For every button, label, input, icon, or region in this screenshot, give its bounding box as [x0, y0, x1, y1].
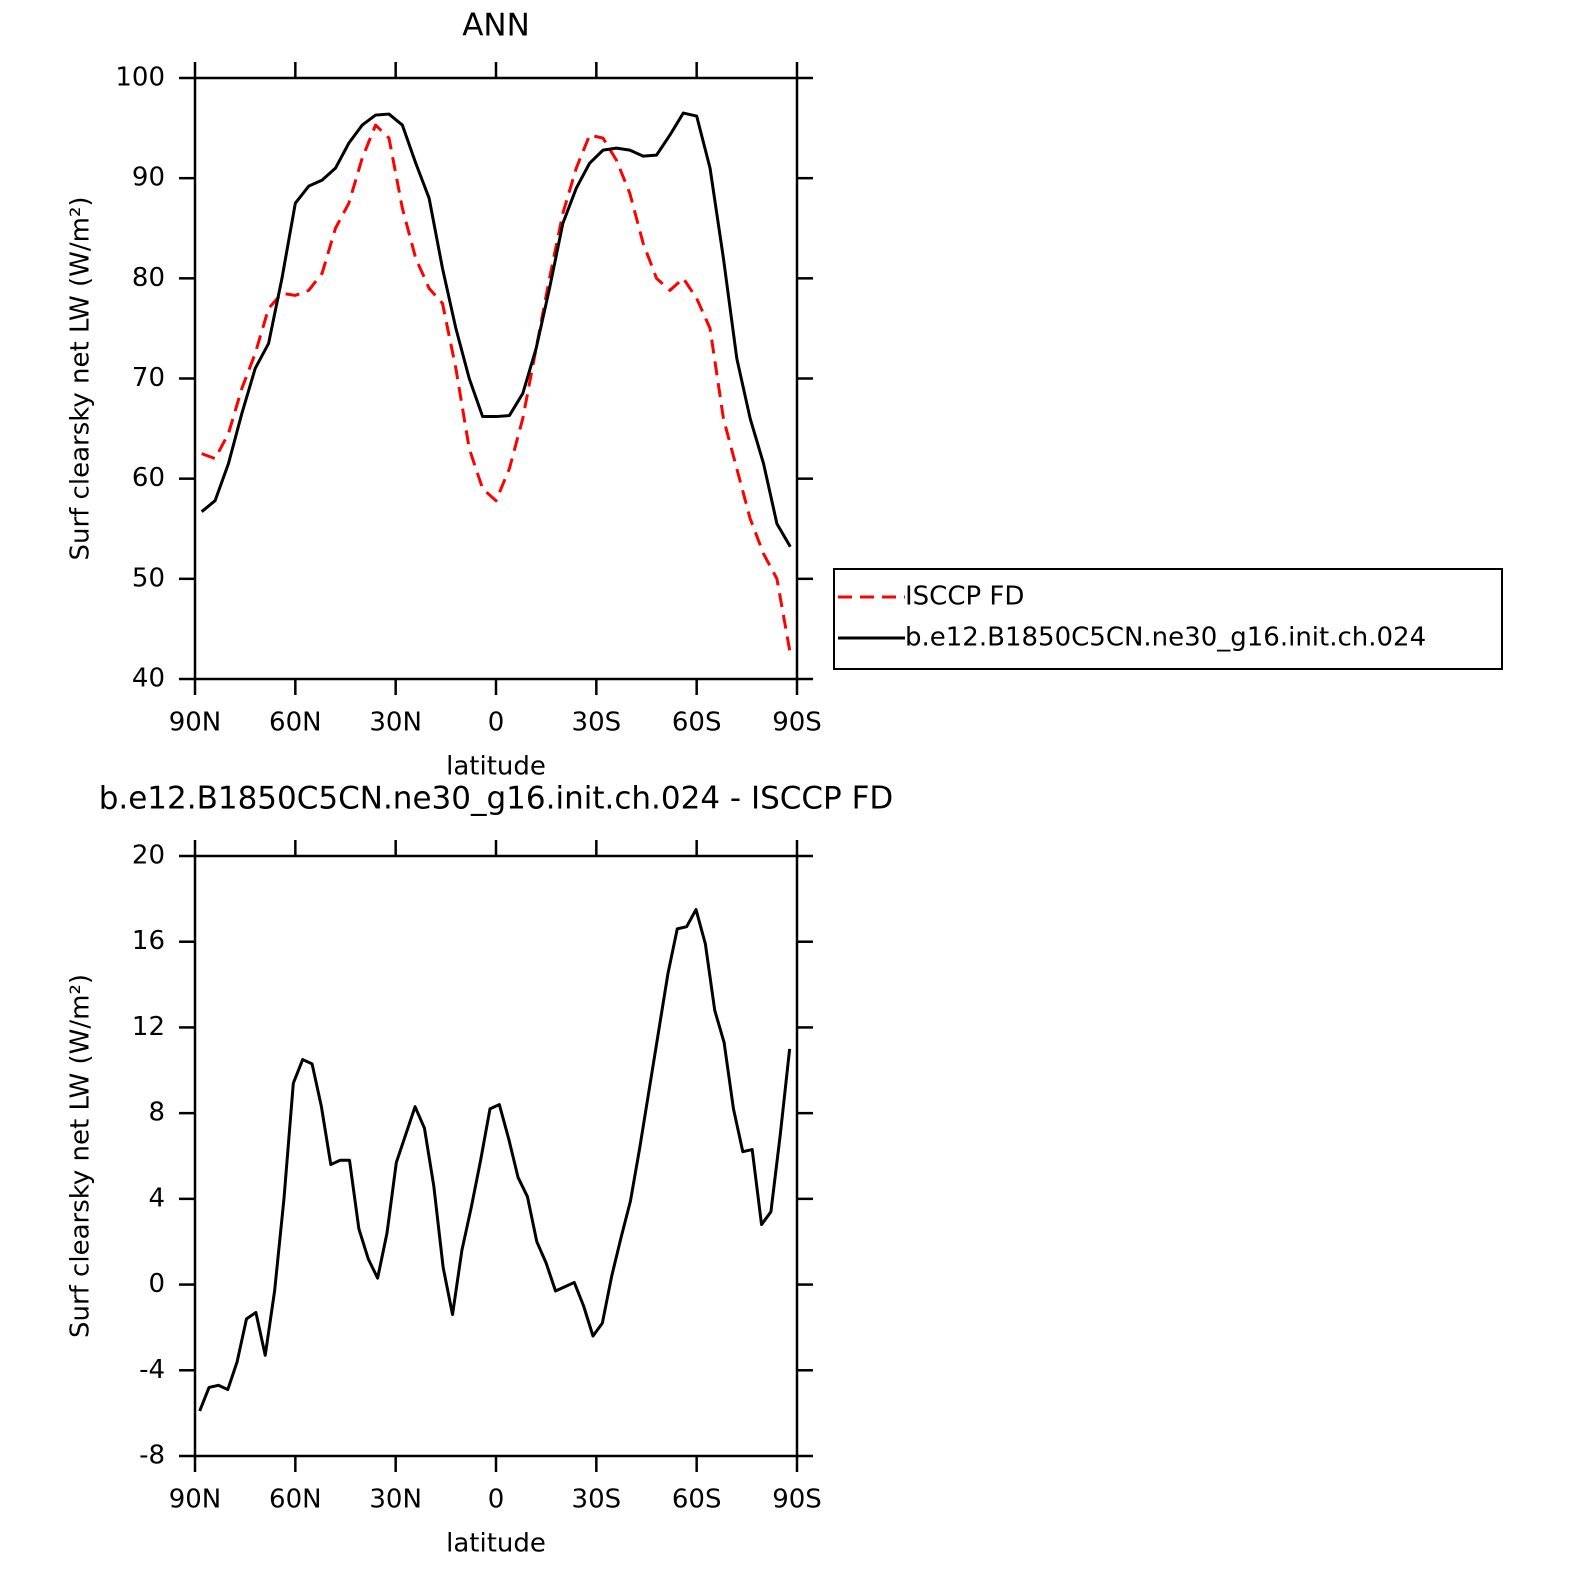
- x-tick-label: 30N: [369, 1485, 422, 1515]
- data-line: [200, 111, 792, 548]
- legend-box: [833, 568, 1503, 670]
- x-tick-label: 60N: [269, 708, 322, 738]
- x-tick-label: 90N: [169, 708, 222, 738]
- x-tick-label: 0: [488, 708, 505, 738]
- legend-label: b.e12.B1850C5CN.ne30_g16.init.ch.024: [905, 623, 1426, 653]
- x-tick-label: 30N: [369, 708, 422, 738]
- plot-frame: [193, 854, 799, 1458]
- x-tick-label: 0: [488, 1485, 505, 1515]
- y-tick-label: 16: [132, 926, 165, 956]
- legend-label: ISCCP FD: [905, 582, 1024, 612]
- x-tick-label: 30S: [572, 1485, 622, 1515]
- y-tick-label: 8: [148, 1098, 165, 1128]
- y-tick-label: 80: [132, 263, 165, 293]
- data-line: [201, 123, 792, 655]
- y-tick-label: 90: [132, 163, 165, 193]
- chart-title: b.e12.B1850C5CN.ne30_g16.init.ch.024 - I…: [99, 781, 894, 817]
- y-tick-label: 100: [115, 63, 165, 93]
- y-tick-label: 0: [148, 1269, 165, 1299]
- y-tick-label: 50: [132, 563, 165, 593]
- x-tick-label: 90N: [169, 1485, 222, 1515]
- y-axis-label: Surf clearsky net LW (W/m²): [66, 974, 96, 1338]
- x-axis-label: latitude: [446, 752, 546, 782]
- x-tick-label: 90S: [772, 1485, 822, 1515]
- y-tick-label: 40: [132, 664, 165, 694]
- x-tick-label: 90S: [772, 708, 822, 738]
- x-tick-label: 60S: [672, 1485, 722, 1515]
- y-tick-label: 12: [132, 1012, 165, 1042]
- y-tick-label: 20: [132, 841, 165, 871]
- x-tick-label: 30S: [572, 708, 622, 738]
- y-tick-label: 70: [132, 363, 165, 393]
- y-axis-label: Surf clearsky net LW (W/m²): [66, 196, 96, 560]
- y-tick-label: 60: [132, 463, 165, 493]
- y-tick-label: -4: [139, 1355, 165, 1385]
- x-tick-label: 60S: [672, 708, 722, 738]
- x-tick-label: 60N: [269, 1485, 322, 1515]
- y-tick-label: 4: [148, 1183, 165, 1213]
- chart-title: ANN: [462, 8, 530, 44]
- x-axis-label: latitude: [446, 1529, 546, 1559]
- plot-frame: [193, 76, 799, 681]
- y-tick-label: -8: [139, 1441, 165, 1471]
- data-line: [198, 908, 792, 1412]
